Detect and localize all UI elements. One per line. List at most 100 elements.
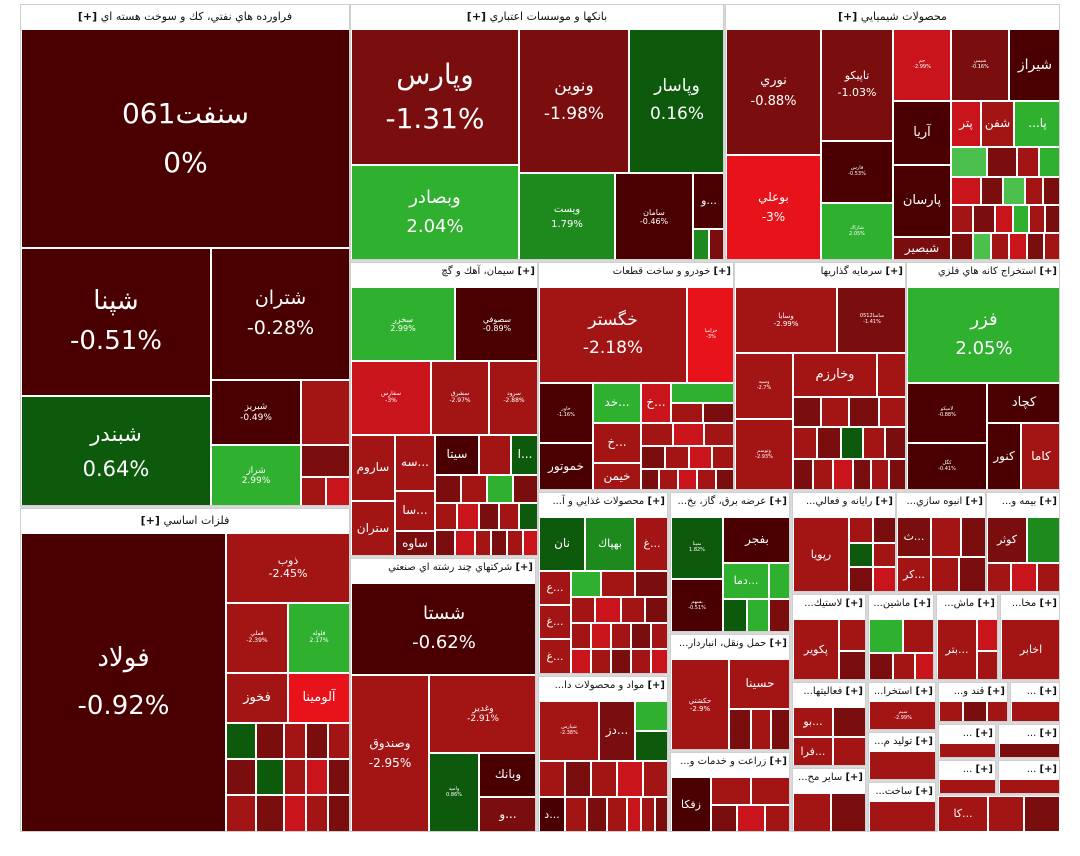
stock-tile-shasta[interactable]: شستا -0.62% [351,583,535,675]
stock-tile[interactable] [678,469,697,489]
stock-tile[interactable] [915,653,933,679]
stock-tile[interactable] [571,623,591,649]
stock-tile-shbasir[interactable]: شبصير [893,237,951,259]
stock-tile[interactable] [723,599,747,631]
sector-header-it[interactable]: [+] رايانه و فعالي... [793,493,895,511]
stock-tile[interactable] [328,723,349,759]
stock-tile-khzamia[interactable]: خزاميا -3% [687,287,733,383]
stock-tile[interactable] [591,761,617,797]
sector-header-misc5[interactable]: [+] ساير مح... [793,769,865,787]
stock-tile[interactable] [306,723,328,759]
stock-tile[interactable] [621,597,645,623]
stock-tile[interactable] [987,563,1011,591]
expand-button[interactable]: [+] [1039,266,1057,277]
stock-tile[interactable] [973,205,995,233]
stock-tile-khk[interactable]: خ... [641,383,671,423]
stock-tile-shbandar[interactable]: شبندر 0.64% [21,396,211,505]
stock-tile[interactable] [499,503,519,530]
stock-tile[interactable] [977,651,997,679]
stock-tile-khmotor[interactable]: خموتور [539,443,593,489]
expand-button[interactable]: [+] [977,598,995,609]
stock-tile[interactable] [903,619,933,653]
stock-tile-vtoos[interactable]: وتوسم -2.93% [735,419,793,489]
stock-tile[interactable] [571,649,591,673]
stock-tile[interactable] [595,597,621,623]
stock-tile[interactable] [643,761,667,797]
stock-tile[interactable] [611,649,631,673]
stock-tile-srood[interactable]: سرود -2.88% [489,361,537,435]
sector-header-ores[interactable]: [+] ماش... [937,595,997,613]
stock-tile[interactable] [306,795,328,831]
expand-button[interactable]: [+] [845,598,863,609]
stock-tile[interactable] [457,503,479,530]
stock-tile[interactable] [973,233,991,259]
stock-tile-shepna[interactable]: شپنا -0.51% [21,248,211,396]
stock-tile-pars[interactable]: پارسان [893,165,951,237]
stock-tile-hsina[interactable]: حسينا [729,659,789,709]
stock-tile-vbo[interactable]: بو... [793,707,833,737]
stock-tile[interactable] [704,423,733,446]
stock-tile[interactable] [284,795,306,831]
stock-tile[interactable] [849,397,879,427]
stock-tile-vamid[interactable]: واميد 0.86% [429,753,479,831]
sector-header-misc1[interactable]: [+] فعاليتها... [793,683,865,701]
sector-header-mining[interactable]: [+] استخراج كانه هاي فلزي [907,263,1059,281]
expand-button[interactable]: [+] [1039,728,1057,739]
stock-tile[interactable] [833,459,853,489]
stock-tile[interactable] [711,777,751,805]
stock-tile[interactable] [793,427,817,459]
stock-tile-ka[interactable]: كا... [938,796,988,832]
stock-tile[interactable] [1027,517,1059,563]
stock-tile-ktousco[interactable]: لاميكو -0.88% [907,383,987,443]
stock-tile-tapiko[interactable]: تاپيكو -1.03% [821,29,893,141]
stock-tile-bfajr[interactable]: بفجر [723,517,789,563]
stock-tile[interactable] [1039,147,1059,177]
stock-tile-bmapna[interactable]: بمپنا 1.82% [671,517,723,579]
stock-tile[interactable] [981,177,1003,205]
stock-tile[interactable] [1017,147,1039,177]
expand-button[interactable]: [+] [845,686,863,697]
stock-tile-stran[interactable]: ستران [351,501,395,555]
stock-tile-sfars[interactable]: سفارس -3% [351,361,431,435]
stock-tile[interactable] [487,475,513,503]
stock-tile-btr[interactable]: بتر... [937,619,977,679]
stock-tile[interactable] [849,517,873,543]
stock-tile[interactable] [977,619,997,651]
stock-tile[interactable] [328,795,349,831]
stock-tile-sshargh[interactable]: سشرق -2.97% [431,361,489,435]
expand-button[interactable]: [+] [845,772,863,783]
expand-button[interactable]: [+] [140,514,160,527]
stock-tile[interactable] [328,759,349,795]
stock-tile[interactable] [659,469,678,489]
stock-tile-vnovin[interactable]: ونوين -1.98% [519,29,629,173]
stock-tile[interactable] [961,517,985,557]
stock-tile[interactable] [1027,233,1044,259]
stock-tile-rth[interactable]: ث... [897,517,931,557]
stock-tile-khemen[interactable]: خيمن [593,463,641,489]
stock-tile[interactable] [641,423,673,446]
stock-tile[interactable] [641,446,665,469]
stock-tile-zfaka[interactable]: زفكا [671,777,711,831]
stock-tile[interactable] [765,805,789,831]
stock-tile[interactable] [491,530,507,555]
expand-button[interactable]: [+] [987,686,1005,697]
expand-button[interactable]: [+] [647,680,665,691]
stock-tile-shiraz2[interactable]: شراز 2.99% [211,445,301,505]
stock-tile[interactable] [871,459,889,489]
sector-header-chemicals[interactable]: محصولات شيميايي [+] [726,5,1059,29]
stock-tile-bouali[interactable]: بوعلي -3% [726,155,821,259]
stock-tile[interactable] [959,557,985,591]
stock-tile[interactable] [641,469,659,489]
stock-tile[interactable] [693,229,709,259]
sector-header-transport[interactable]: [+] حمل ونقل، انباردار... [671,635,789,653]
stock-tile[interactable] [601,571,635,597]
stock-tile[interactable] [226,759,256,795]
stock-tile[interactable] [879,397,905,427]
stock-tile-saveh[interactable]: ساوه [395,531,435,555]
sector-header-misc6[interactable]: [+] توليد م... [869,733,935,751]
stock-tile-kgol[interactable]: كگل -0.41% [907,443,987,489]
sector-header-materials[interactable]: [+] مواد و محصولات دا... [539,677,667,695]
stock-tile[interactable] [301,445,349,477]
stock-tile[interactable] [565,797,587,831]
stock-tile[interactable] [671,383,733,403]
